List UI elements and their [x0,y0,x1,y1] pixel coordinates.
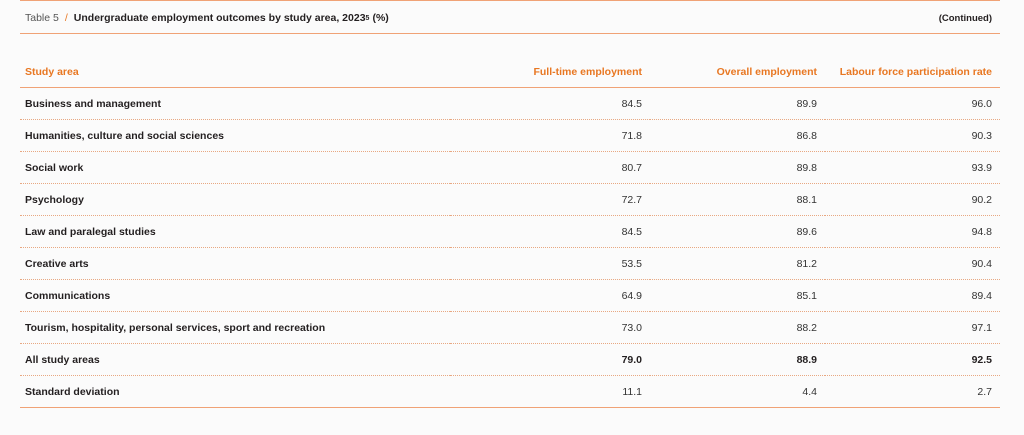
study-area-cell: Psychology [20,183,450,216]
overall-cell: 85.1 [650,279,825,312]
header-overall-employment: Overall employment [650,57,825,88]
footnote-marker: 5 [365,14,370,22]
full-time-cell: 73.0 [450,311,650,344]
table-unit: (%) [372,12,389,24]
table-row: Psychology 72.7 88.1 90.2 [20,183,1000,216]
study-area-cell: Humanities, culture and social sciences [20,119,450,152]
study-area-cell: Standard deviation [20,375,450,408]
continued-label: (Continued) [938,12,992,24]
participation-cell: 94.8 [825,215,1000,248]
participation-cell: 96.0 [825,87,1000,120]
employment-outcomes-table: Study area Full-time employment Overall … [20,57,1000,408]
study-area-cell: All study areas [20,343,450,376]
overall-cell: 88.9 [650,343,825,376]
table-row: Communications 64.9 85.1 89.4 [20,279,1000,312]
participation-cell: 92.5 [825,343,1000,376]
study-area-cell: Social work [20,151,450,184]
overall-cell: 88.2 [650,311,825,344]
table-row: Social work 80.7 89.8 93.9 [20,151,1000,184]
full-time-cell: 72.7 [450,183,650,216]
full-time-cell: 84.5 [450,87,650,120]
participation-cell: 90.2 [825,183,1000,216]
table-row: Humanities, culture and social sciences … [20,119,1000,152]
caption-rule [20,33,1000,34]
table-row: Business and management 84.5 89.9 96.0 [20,87,1000,120]
full-time-cell: 79.0 [450,343,650,376]
participation-cell: 2.7 [825,375,1000,408]
top-rule [20,0,1000,1]
table-row: Tourism, hospitality, personal services,… [20,311,1000,344]
table-title: Undergraduate employment outcomes by stu… [73,12,366,24]
table-row: Law and paralegal studies 84.5 89.6 94.8 [20,215,1000,248]
participation-cell: 89.4 [825,279,1000,312]
overall-cell: 88.1 [650,183,825,216]
caption-separator: / [64,12,68,24]
table-caption: Table 5 / Undergraduate employment outco… [20,6,1000,30]
overall-cell: 89.8 [650,151,825,184]
overall-cell: 81.2 [650,247,825,280]
overall-cell: 89.9 [650,87,825,120]
participation-cell: 90.3 [825,119,1000,152]
study-area-cell: Creative arts [20,247,450,280]
study-area-cell: Law and paralegal studies [20,215,450,248]
study-area-cell: Communications [20,279,450,312]
table-label: Table 5 [25,12,59,24]
full-time-cell: 71.8 [450,119,650,152]
full-time-cell: 64.9 [450,279,650,312]
full-time-cell: 84.5 [450,215,650,248]
table-row-std-dev: Standard deviation 11.1 4.4 2.7 [20,375,1000,408]
full-time-cell: 80.7 [450,151,650,184]
study-area-cell: Tourism, hospitality, personal services,… [20,311,450,344]
table-row: Creative arts 53.5 81.2 90.4 [20,247,1000,280]
overall-cell: 4.4 [650,375,825,408]
header-full-time-employment: Full-time employment [450,57,650,88]
study-area-cell: Business and management [20,87,450,120]
overall-cell: 89.6 [650,215,825,248]
participation-cell: 93.9 [825,151,1000,184]
participation-cell: 97.1 [825,311,1000,344]
participation-cell: 90.4 [825,247,1000,280]
overall-cell: 86.8 [650,119,825,152]
full-time-cell: 53.5 [450,247,650,280]
full-time-cell: 11.1 [450,375,650,408]
header-study-area: Study area [20,57,450,88]
table-row-total: All study areas 79.0 88.9 92.5 [20,343,1000,376]
header-labour-force-participation: Labour force participation rate [825,57,1000,88]
table-header-row: Study area Full-time employment Overall … [20,57,1000,88]
